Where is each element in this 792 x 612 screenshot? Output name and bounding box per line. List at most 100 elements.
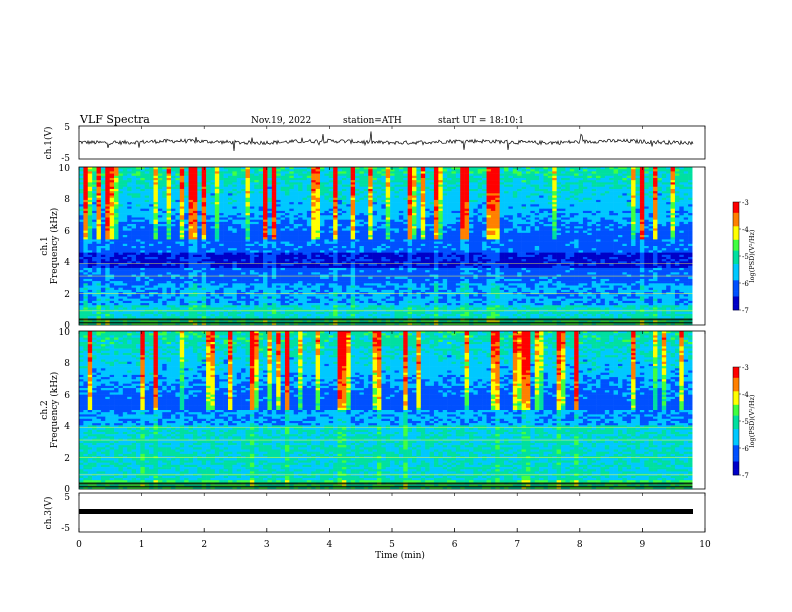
spectrogram-cell [398,230,404,234]
spectrogram-cell [363,193,369,196]
spectrogram-cell [648,173,654,177]
spectrogram-cell [175,186,181,190]
spectrogram-cell [683,224,689,227]
spectrogram-cell [276,241,281,245]
spectrogram-cell [311,173,316,177]
spectrogram-cell [302,180,308,183]
spectrogram-cell [517,224,522,227]
spectrogram-cell [561,199,566,203]
spectrogram-cell [355,208,360,212]
spectrogram-cell [83,219,89,223]
spectrogram-cell [591,171,597,174]
spectrogram-cell [206,237,211,240]
spectrogram-cell [249,171,255,174]
spectrogram-cell [622,188,628,192]
spectrogram-cell [534,182,540,185]
spectrogram-cell [390,193,395,196]
spectrogram-cell [232,173,238,177]
spectrogram-cell [433,186,439,190]
spectrogram-cell [425,235,430,238]
spectrogram-cell [508,169,514,172]
spectrogram-cell [617,226,623,229]
spectrogram-cell [87,186,93,190]
spectrogram-cell [284,199,290,203]
spectrogram-cell [236,235,242,238]
spectrogram-cell [368,217,373,220]
spectrogram-cell [626,193,632,196]
spectrogram-cell [280,186,286,190]
spectrogram-cell [674,175,680,179]
spectrogram-cell [100,206,106,209]
spectrogram-cell [324,243,330,247]
spectrogram-cell [293,175,299,179]
spectrogram-cell [79,226,84,229]
spectrogram-cell [249,226,255,229]
spectrogram-cell [469,184,474,188]
spectrogram-cell [140,232,146,236]
spectrogram-cell [539,167,544,170]
spectrogram-cell [376,177,382,181]
spectrogram-cell [293,184,299,188]
spectrogram-cell [455,219,461,223]
spectrogram-cell [184,204,189,207]
spectrogram-cell [635,237,641,240]
spectrogram-cell [302,184,308,188]
spectrogram-cell [223,171,229,174]
spectrogram-cell [114,180,119,183]
spectrogram-cell [197,184,202,188]
spectrogram-cell [534,204,540,207]
spectrogram-cell [92,243,97,247]
spectrogram-cell [600,169,606,172]
spectrogram-cell [504,171,509,174]
spectrogram-cell [79,241,84,245]
spectrogram-cell [460,221,465,225]
spectrogram-cell [394,221,400,225]
spectrogram-cell [442,237,448,240]
spectrogram-cell [390,175,395,179]
spectrogram-cell [192,210,198,214]
spectrogram-cell [517,182,522,185]
spectrogram-cell [670,219,676,223]
spectrogram-cell [626,188,632,192]
spectrogram-cell [284,210,290,214]
spectrogram-cell [144,182,150,185]
spectrogram-cell [144,191,150,194]
spectrogram-cell [131,182,137,185]
spectrogram-cell [473,184,479,188]
spectrogram-cell [267,221,273,225]
spectrogram-cell [613,219,619,223]
station-label: station=ATH [343,116,402,126]
spectrogram-cell [587,199,592,203]
spectrogram-cell [324,235,330,238]
spectrogram-cell [639,224,645,227]
spectrogram-cell [179,186,185,190]
spectrogram-cell [127,221,132,225]
spectrogram-cell [451,210,457,214]
spectrogram-cell [653,215,658,218]
spectrogram-cell [442,235,448,238]
spectrogram-cell [149,193,154,196]
spectrogram-cell [254,237,259,240]
spectrogram-cell [333,217,338,220]
spectrogram-cell [210,182,216,185]
spectrogram-cell [118,204,124,207]
spectrogram-cell [241,213,246,216]
spectrogram-cell [504,217,509,220]
spectrogram-cell [206,191,211,194]
spectrogram-cell [556,202,562,205]
spectrogram-cell [617,206,623,209]
spectrogram-cell [241,182,246,185]
spectrogram-cell [403,191,408,194]
spectrogram-cell [355,210,360,214]
spectrogram-cell [328,184,334,188]
spectrogram-cell [267,202,273,205]
spectrogram-cell [617,177,623,181]
spectrogram-cell [179,210,185,214]
spectrogram-cell [442,226,448,229]
spectrogram-cell [486,219,492,223]
spectrogram-cell [276,213,281,216]
spectrogram-cell [223,193,229,196]
spectrogram-cell [644,215,649,218]
spectrogram-cell [306,243,312,247]
spectrogram-cell [359,175,365,179]
